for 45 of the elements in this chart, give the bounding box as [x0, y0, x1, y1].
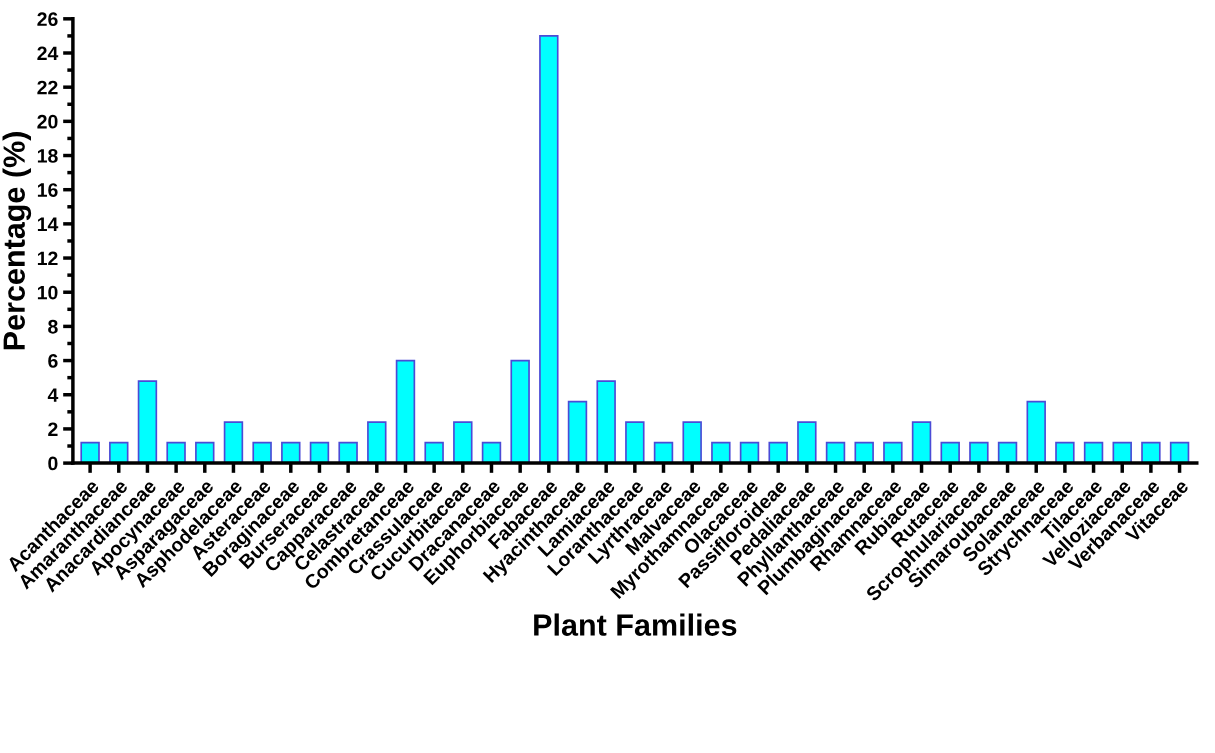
bar [1055, 441, 1075, 464]
y-tick-label: 26 [37, 12, 58, 27]
bar [883, 441, 903, 464]
bar [596, 380, 616, 464]
bar [137, 380, 158, 464]
y-tick-label: 2 [48, 422, 58, 436]
bar [395, 359, 416, 464]
bar [195, 441, 215, 464]
y-tick-label: 8 [48, 319, 58, 334]
bar [969, 441, 989, 464]
y-tick-label: 20 [37, 114, 58, 129]
y-tick-label: 10 [37, 285, 58, 300]
y-tick-label: 12 [37, 251, 58, 266]
bar [1141, 441, 1161, 464]
bar [338, 441, 358, 464]
y-tick-label: 22 [37, 80, 58, 95]
y-tick-label: 0 [48, 456, 58, 471]
bar [682, 421, 702, 464]
bar [567, 400, 588, 464]
bar [539, 35, 559, 464]
y-tick-label: 18 [37, 148, 58, 163]
bar [1026, 400, 1046, 464]
bar [711, 441, 731, 464]
bar [911, 421, 932, 464]
y-axis-title: Percentage (%) [2, 132, 32, 350]
y-tick-label: 24 [37, 46, 59, 61]
bar [80, 441, 100, 464]
bar [281, 441, 301, 464]
bar [252, 441, 272, 464]
x-axis-title: Plant Families [534, 613, 737, 636]
y-tick-label: 4 [47, 388, 59, 402]
bar [367, 421, 387, 464]
y-tick-label: 14 [37, 217, 59, 231]
bar [424, 441, 444, 464]
y-tick-label: 6 [48, 354, 58, 368]
bar [854, 441, 874, 464]
y-tick-label: 16 [37, 183, 58, 197]
bar [797, 421, 817, 464]
bar [768, 441, 788, 464]
bar [166, 441, 186, 464]
bar [510, 359, 530, 464]
bar [223, 421, 244, 464]
bar [625, 421, 645, 464]
bar [940, 441, 960, 464]
bar [453, 421, 473, 464]
